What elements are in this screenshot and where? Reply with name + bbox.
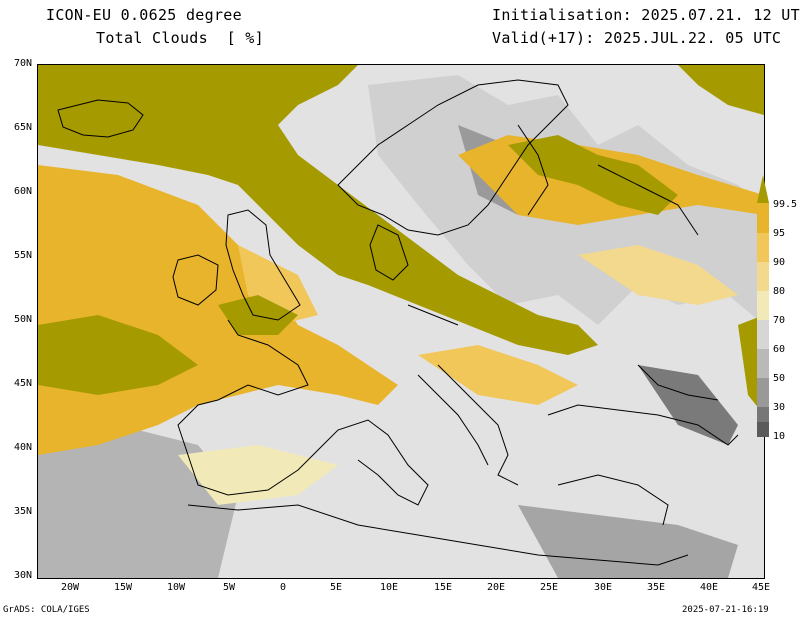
color-bar-label: 30 xyxy=(773,402,786,413)
lon-label: 10W xyxy=(166,582,186,593)
color-bar-label: 90 xyxy=(773,257,786,268)
lat-label: 45N xyxy=(13,378,32,389)
lon-label: 35E xyxy=(646,582,666,593)
lat-label: 30N xyxy=(13,570,32,581)
color-bar-label: 10 xyxy=(773,431,786,442)
footer-grads-credit: GrADS: COLA/IGES xyxy=(3,605,90,615)
lat-label: 50N xyxy=(13,314,32,325)
init-time: Initialisation: 2025.07.21. 12 UTC xyxy=(492,6,800,24)
lon-label: 20W xyxy=(60,582,80,593)
color-bar-label: 99.5 xyxy=(773,199,798,210)
footer-timestamp: 2025-07-21-16:19 xyxy=(682,605,769,615)
lat-label: 35N xyxy=(13,506,32,517)
color-bar-segment xyxy=(757,262,769,291)
cloud-field xyxy=(38,65,764,578)
lon-label: 40E xyxy=(699,582,719,593)
lon-label: 30E xyxy=(593,582,613,593)
lon-label: 15E xyxy=(433,582,453,593)
color-bar-top-arrow xyxy=(757,175,769,203)
color-bar-label: 60 xyxy=(773,344,786,355)
color-bar-segment xyxy=(757,378,769,407)
color-bar-label: 70 xyxy=(773,315,786,326)
color-bar-label: 80 xyxy=(773,286,786,297)
color-bar-segment xyxy=(757,233,769,262)
lon-label: 0 xyxy=(279,582,287,593)
color-bar-segment xyxy=(757,320,769,349)
lon-label: 10E xyxy=(379,582,399,593)
color-bar-label: 50 xyxy=(773,373,786,384)
color-bar-segment xyxy=(757,291,769,320)
lat-label: 55N xyxy=(13,250,32,261)
color-bar-segment xyxy=(757,203,769,233)
lon-label: 20E xyxy=(486,582,506,593)
lon-label: 45E xyxy=(751,582,771,593)
color-bar-segment xyxy=(757,349,769,378)
lat-label: 60N xyxy=(13,186,32,197)
color-bar-segment xyxy=(757,422,769,437)
lat-label: 40N xyxy=(13,442,32,453)
color-bar-graphic xyxy=(757,175,769,437)
lon-label: 25E xyxy=(539,582,559,593)
color-bar xyxy=(757,175,769,437)
lon-label: 15W xyxy=(113,582,133,593)
valid-time: Valid(+17): 2025.JUL.22. 05 UTC xyxy=(492,29,782,47)
lat-label: 70N xyxy=(13,58,32,69)
color-bar-label: 95 xyxy=(773,228,786,239)
map-title-variable: Total Clouds [ %] xyxy=(96,29,264,47)
lat-label: 65N xyxy=(13,122,32,133)
map-title-model: ICON-EU 0.0625 degree xyxy=(46,6,242,24)
lon-label: 5E xyxy=(329,582,343,593)
color-bar-segment xyxy=(757,407,769,422)
lon-label: 5W xyxy=(222,582,236,593)
cloud-map xyxy=(37,64,765,579)
